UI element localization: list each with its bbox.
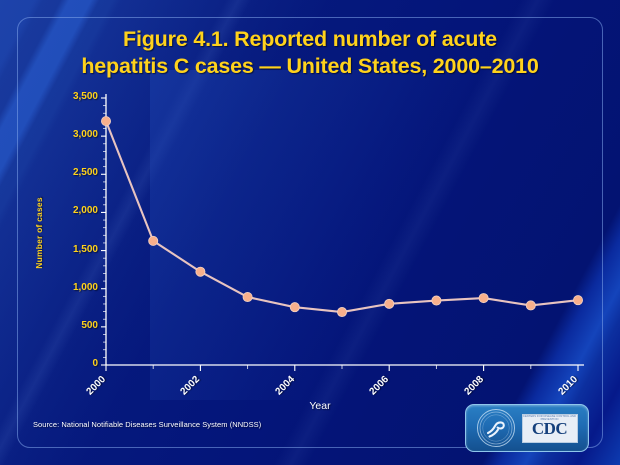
data-point-2009 (525, 300, 536, 311)
y-tick-label-0: 0 (92, 358, 98, 369)
y-axis-tick-labels: 0 500 1,000 1,500 2,000 2,500 3,000 3,500 (0, 0, 98, 465)
series-line-acute-hepatitis-c (104, 120, 580, 314)
data-point-2004 (289, 302, 300, 313)
data-point-2008 (478, 293, 489, 304)
cdc-caption: CENTERS FOR DISEASE CONTROL AND PREVENTI… (522, 415, 576, 421)
y-tick-label-3000: 3,000 (72, 129, 98, 141)
data-point-2010 (573, 295, 584, 306)
hhs-seal-icon (476, 409, 515, 447)
data-point-2007 (431, 295, 442, 306)
series-markers (101, 116, 584, 318)
y-tick-label-3500: 3,500 (72, 91, 98, 102)
source-note: Source: National Notifiable Diseases Sur… (33, 420, 262, 429)
page-title-line-1: Figure 4.1. Reported number of acute (123, 27, 497, 51)
chart-axes (105, 94, 584, 366)
data-point-2005 (336, 307, 347, 318)
data-point-2000 (101, 116, 112, 127)
data-point-2006 (384, 298, 395, 309)
page-title: Figure 4.1. Reported number of acute hep… (40, 26, 580, 80)
y-tick-label-2000: 2,000 (72, 205, 98, 217)
y-tick-label-2500: 2,500 (72, 167, 98, 179)
y-tick-label-1000: 1,000 (72, 281, 98, 293)
cdc-wordmark: CENTERS FOR DISEASE CONTROL AND PREVENTI… (521, 413, 578, 443)
data-point-2003 (242, 292, 253, 303)
cdc-logo: CENTERS FOR DISEASE CONTROL AND PREVENTI… (465, 404, 589, 452)
page-title-line-2: hepatitis C cases — United States, 2000–… (81, 54, 539, 78)
data-point-2001 (148, 235, 159, 246)
cdc-abbr: CDC (531, 418, 568, 438)
chart-tick-marks (101, 97, 579, 371)
data-point-2002 (195, 266, 206, 277)
y-tick-label-1500: 1,500 (72, 243, 98, 255)
x-axis-label: Year (309, 400, 331, 412)
y-tick-label-500: 500 (81, 319, 98, 331)
